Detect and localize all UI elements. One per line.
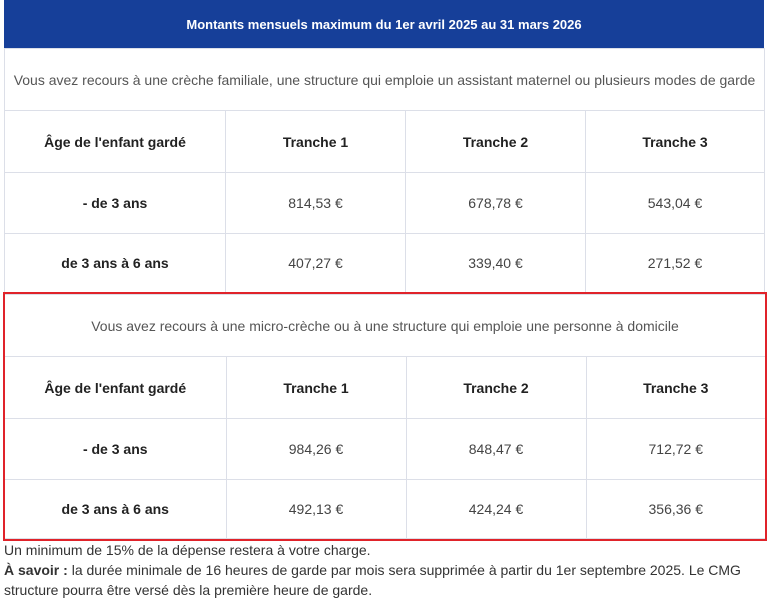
section-table: Vous avez recours à une crèche familiale… (3, 48, 766, 293)
cell: 678,78 € (405, 172, 586, 234)
row-label: de 3 ans à 6 ans (4, 233, 226, 293)
row-label: de 3 ans à 6 ans (5, 479, 227, 539)
column-header: Tranche 3 (585, 356, 765, 419)
cell: 848,47 € (405, 418, 587, 480)
footer-line: Un minimum de 15% de la dépense restera … (4, 542, 371, 558)
cell: 356,36 € (585, 479, 765, 539)
cell: 407,27 € (225, 233, 406, 293)
cell: 984,26 € (225, 418, 407, 480)
table-header: Montants mensuels maximum du 1er avril 2… (4, 0, 764, 48)
column-header: Âge de l'enfant gardé (5, 356, 227, 419)
footer-text: la durée minimale de 16 heures de garde … (4, 562, 741, 598)
section-title: Vous avez recours à une crèche familiale… (3, 48, 766, 111)
row: Vous avez recours à une crèche familiale… (3, 48, 766, 111)
column-header: Tranche 2 (405, 110, 586, 173)
column-header: Tranche 3 (584, 110, 766, 173)
cell: 339,40 € (405, 233, 586, 293)
row: - de 3 ans 984,26 €848,47 €712,72 € (5, 418, 765, 480)
section-table: Vous avez recours à une micro-crèche ou … (5, 294, 765, 539)
footer-line: À savoir : la durée minimale de 16 heure… (4, 560, 749, 600)
row: de 3 ans à 6 ans 492,13 €424,24 €356,36 € (5, 479, 765, 539)
row-label: - de 3 ans (4, 172, 226, 234)
column-header: Tranche 1 (225, 356, 407, 419)
row: - de 3 ans 814,53 €678,78 €543,04 € (4, 172, 766, 234)
cell: 814,53 € (225, 172, 406, 234)
cell: 271,52 € (584, 233, 766, 293)
footer: Un minimum de 15% de la dépense restera … (4, 540, 749, 600)
cell: 543,04 € (584, 172, 766, 234)
cell: 712,72 € (585, 418, 765, 480)
highlight-box: Vous avez recours à une micro-crèche ou … (3, 292, 767, 541)
section-title: Vous avez recours à une micro-crèche ou … (5, 294, 765, 357)
column-header: Âge de l'enfant gardé (4, 110, 226, 173)
row-label: - de 3 ans (5, 418, 227, 480)
row: Vous avez recours à une micro-crèche ou … (5, 294, 765, 357)
cell: 424,24 € (405, 479, 587, 539)
column-header: Tranche 1 (225, 110, 406, 173)
footer-label: À savoir : (4, 562, 68, 578)
cell: 492,13 € (225, 479, 407, 539)
row: de 3 ans à 6 ans 407,27 €339,40 €271,52 € (4, 233, 766, 293)
column-header: Tranche 2 (405, 356, 587, 419)
